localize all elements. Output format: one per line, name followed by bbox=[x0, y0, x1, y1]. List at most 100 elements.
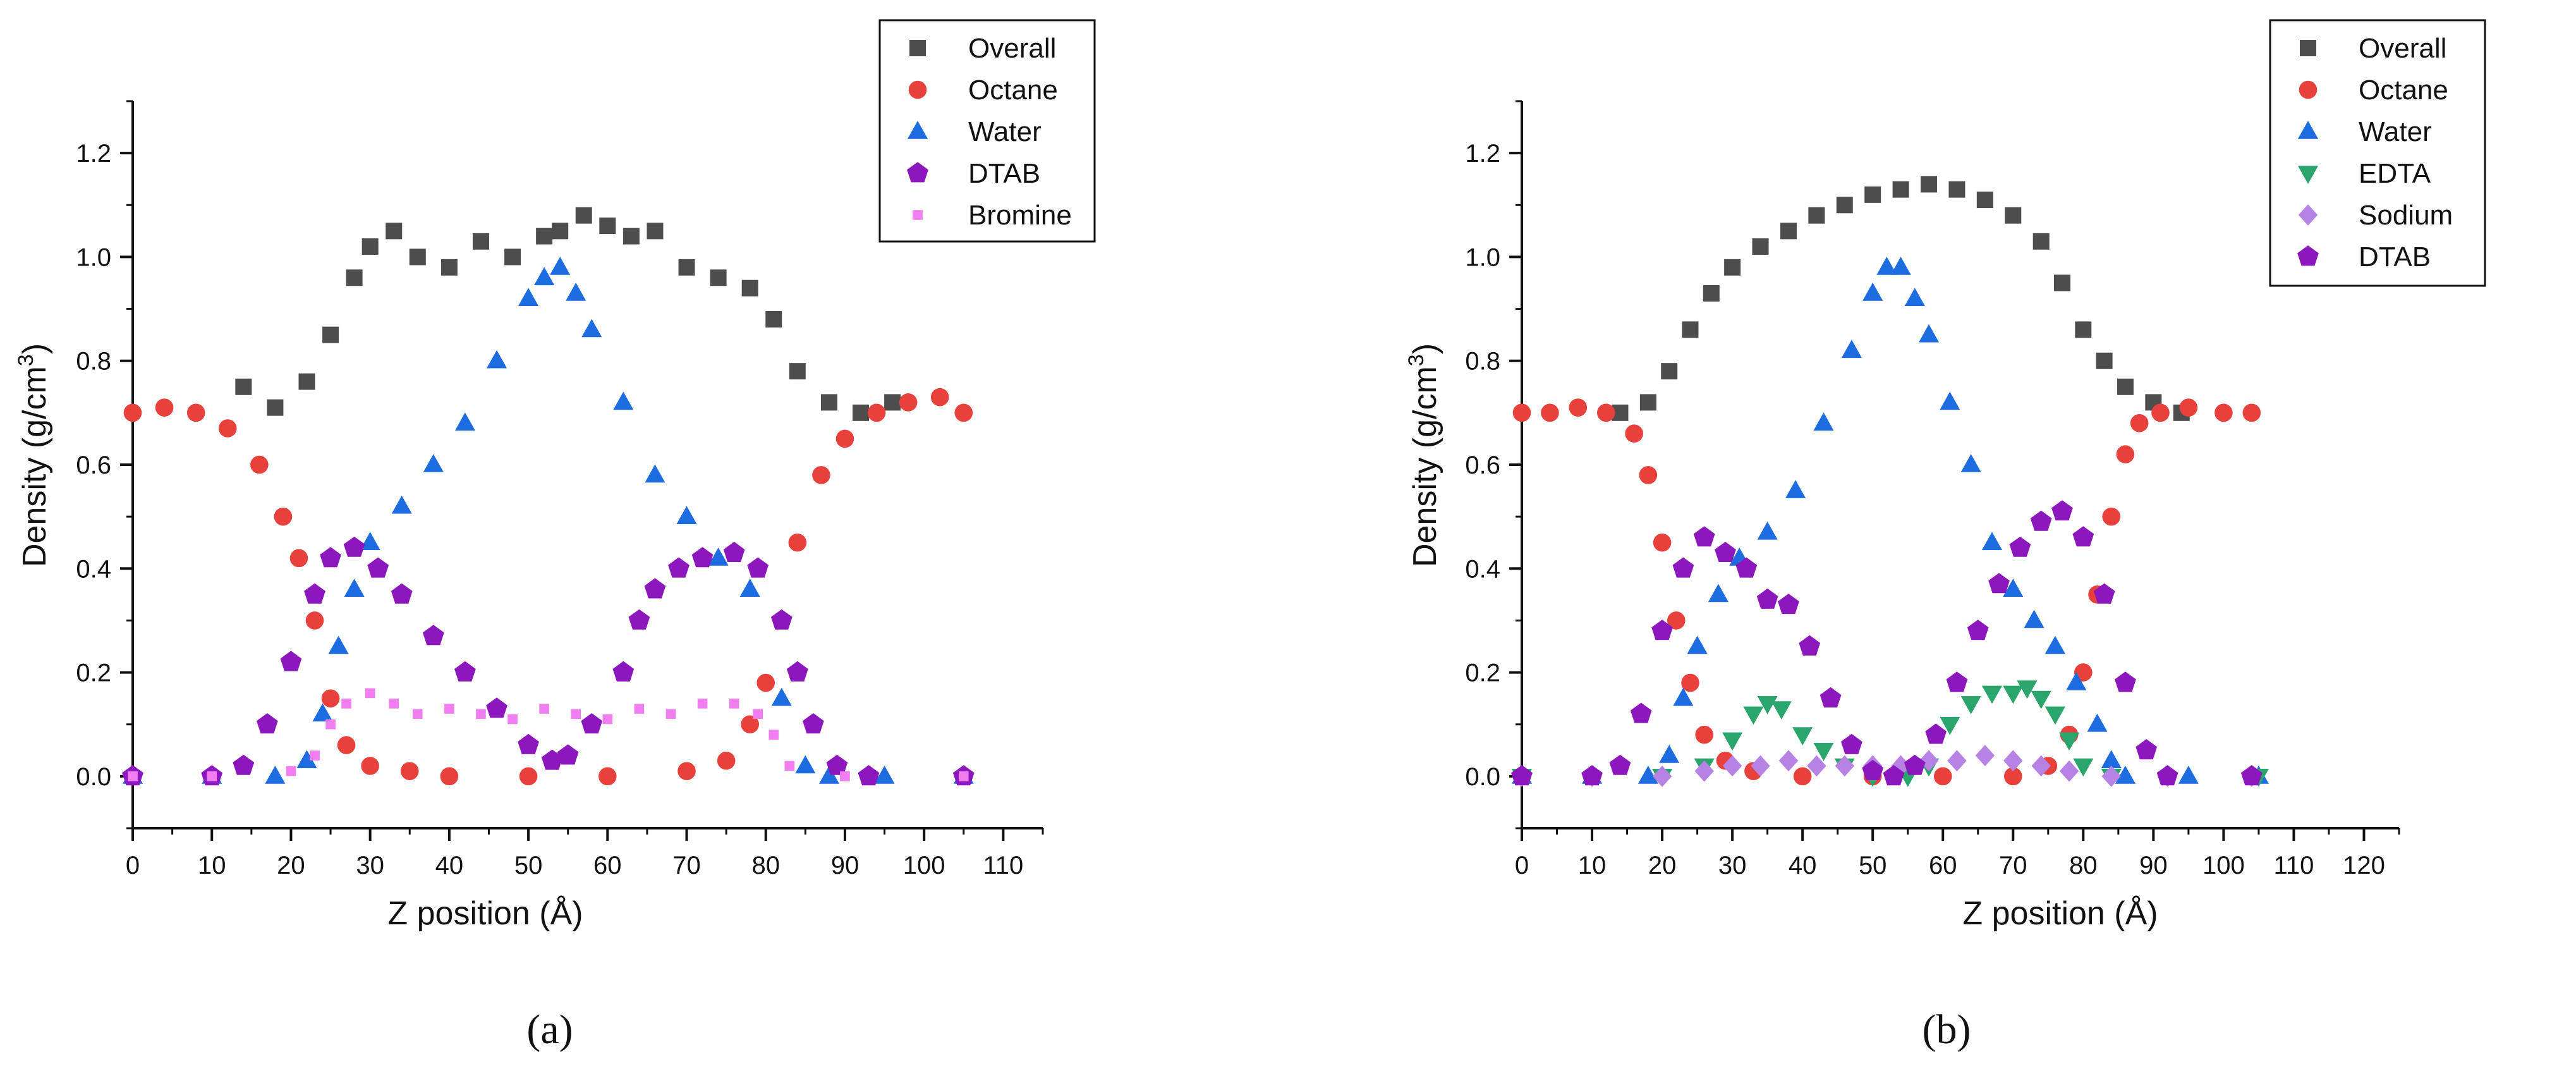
data-point bbox=[1981, 685, 2002, 704]
data-point bbox=[1799, 635, 1821, 656]
data-point bbox=[2072, 526, 2094, 547]
data-point bbox=[1883, 765, 1905, 786]
data-point bbox=[697, 699, 708, 709]
x-tick-label: 80 bbox=[2069, 852, 2098, 879]
data-point bbox=[676, 506, 697, 524]
data-point bbox=[2101, 750, 2122, 768]
x-axis-label: Z position (Å) bbox=[387, 895, 583, 932]
data-point bbox=[571, 709, 581, 719]
data-point bbox=[320, 547, 341, 568]
data-point bbox=[367, 557, 389, 578]
data-point bbox=[2031, 755, 2051, 777]
data-point bbox=[835, 429, 854, 448]
legend-label: Overall bbox=[968, 33, 1056, 64]
data-point bbox=[1940, 391, 1960, 410]
data-point bbox=[826, 754, 848, 775]
data-point bbox=[454, 412, 475, 431]
data-point bbox=[2096, 352, 2113, 369]
data-point bbox=[2032, 233, 2050, 250]
data-point bbox=[296, 750, 317, 768]
data-point bbox=[717, 751, 736, 770]
data-point bbox=[1625, 424, 1643, 443]
data-point bbox=[1703, 285, 1720, 302]
data-point bbox=[645, 464, 665, 483]
data-point bbox=[2017, 680, 2038, 699]
y-tick-label: 0.6 bbox=[76, 451, 111, 479]
data-point bbox=[257, 713, 278, 734]
data-point bbox=[858, 765, 880, 786]
data-point bbox=[1946, 671, 1968, 692]
legend-label: Bromine bbox=[968, 200, 1072, 231]
data-point bbox=[1511, 765, 1533, 786]
data-point bbox=[1722, 755, 1742, 777]
x-axis-label: Z position (Å) bbox=[1962, 895, 2158, 932]
data-point bbox=[360, 532, 380, 550]
data-point bbox=[2116, 445, 2135, 463]
data-point bbox=[2115, 766, 2136, 784]
data-point bbox=[1892, 181, 1909, 198]
data-point bbox=[867, 403, 886, 422]
y-tick-label: 0.8 bbox=[76, 348, 111, 376]
data-point bbox=[2136, 739, 2158, 760]
data-point bbox=[440, 767, 459, 786]
data-point bbox=[1757, 696, 1778, 714]
data-point bbox=[634, 704, 645, 714]
data-point bbox=[322, 326, 339, 343]
x-tick-label: 10 bbox=[1578, 852, 1607, 879]
panel-label: (a) bbox=[526, 1007, 573, 1053]
legend-marker bbox=[2299, 80, 2318, 99]
data-point bbox=[1652, 766, 1672, 787]
data-point bbox=[741, 715, 759, 734]
y-tick-label: 0.8 bbox=[1465, 348, 1500, 376]
data-point bbox=[305, 611, 324, 630]
data-point bbox=[2024, 609, 2044, 628]
data-point bbox=[423, 454, 444, 472]
series-octane bbox=[1512, 398, 2261, 786]
data-point bbox=[1940, 716, 1960, 735]
data-point bbox=[723, 541, 745, 562]
data-point bbox=[1793, 767, 1812, 786]
data-point bbox=[186, 403, 205, 422]
data-point bbox=[518, 288, 539, 306]
data-point bbox=[557, 744, 579, 765]
data-point bbox=[1785, 480, 1806, 498]
data-point bbox=[1975, 745, 1995, 766]
data-point bbox=[1933, 767, 1952, 786]
data-point bbox=[691, 547, 714, 568]
y-tick-label: 0.4 bbox=[76, 555, 111, 583]
data-point bbox=[1904, 288, 1925, 306]
series-octane bbox=[123, 388, 973, 786]
data-point bbox=[803, 713, 824, 734]
x-tick-label: 80 bbox=[751, 852, 780, 879]
data-point bbox=[820, 394, 837, 411]
series-dtab bbox=[122, 536, 975, 786]
x-tick-label: 60 bbox=[593, 852, 622, 879]
y-axis-label-prefix: Density (g/cm bbox=[16, 366, 53, 567]
legend-label: EDTA bbox=[2359, 158, 2431, 189]
data-point bbox=[708, 548, 729, 566]
x-tick-label: 10 bbox=[198, 852, 226, 879]
data-point bbox=[1841, 733, 1862, 754]
data-point bbox=[747, 557, 769, 578]
data-point bbox=[710, 269, 727, 286]
data-point bbox=[756, 673, 775, 692]
data-point bbox=[1921, 176, 1938, 193]
y-tick-label: 0.0 bbox=[76, 763, 111, 791]
series-overall bbox=[1612, 176, 2190, 421]
data-point bbox=[504, 248, 521, 266]
legend-label: Octane bbox=[2359, 75, 2448, 106]
data-point bbox=[552, 223, 569, 240]
data-point bbox=[2179, 398, 2198, 417]
data-point bbox=[840, 771, 850, 781]
data-point bbox=[155, 398, 174, 417]
data-point bbox=[486, 697, 507, 718]
data-point bbox=[899, 393, 918, 412]
data-point bbox=[1756, 588, 1778, 609]
legend-marker bbox=[909, 40, 926, 56]
chart-panel-a: 0 10 20 30 40 50 60 70 80 90 100 110 0.0 0.2 0.4 0.6 0.8… bbox=[14, 19, 1096, 1053]
legend-marker bbox=[907, 121, 928, 139]
data-point bbox=[566, 283, 586, 301]
legend: Overall Octane Water DTAB Bromine bbox=[878, 19, 1096, 243]
y-tick-label: 0.6 bbox=[1465, 451, 1500, 479]
y-tick-label: 0.0 bbox=[1465, 763, 1500, 791]
